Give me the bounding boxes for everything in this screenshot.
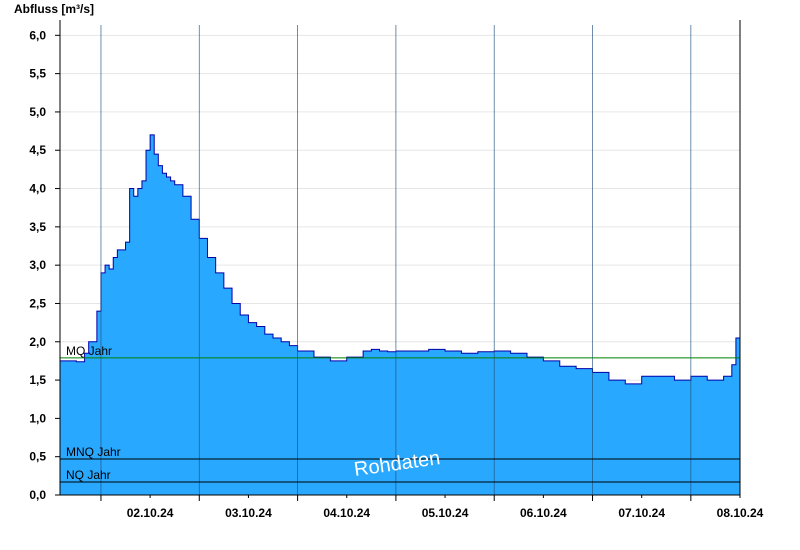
y-tick-label: 5,0 [29, 105, 46, 119]
x-tick-labels: 02.10.24 03.10.24 04.10.24 05.10.24 06.10.24… [100, 495, 764, 520]
axes [59, 20, 741, 496]
y-axis-label: Abfluss [m³/s] [14, 2, 94, 16]
x-tick-label: 06.10.24 [520, 506, 567, 520]
x-tick-label: 03.10.24 [225, 506, 272, 520]
y-tick-label: 3,0 [29, 258, 46, 272]
x-tick-label: 02.10.24 [127, 506, 174, 520]
discharge-area [60, 134, 740, 495]
y-tick-label: 1,5 [29, 373, 46, 387]
reference-line-label: NQ Jahr [66, 468, 111, 482]
reference-lines: MQ Jahr MNQ Jahr NQ Jahr [60, 344, 740, 483]
x-tick-label: 07.10.24 [618, 506, 665, 520]
y-tick-label: 4,5 [29, 143, 46, 157]
y-tick-label: 5,5 [29, 67, 46, 81]
y-tick-label: 6,0 [29, 28, 46, 42]
discharge-line [60, 134, 741, 385]
x-tick-label: 04.10.24 [323, 506, 370, 520]
x-tick-label: 08.10.24 [717, 506, 764, 520]
x-tick-label: 05.10.24 [422, 506, 469, 520]
y-tick-label: 2,0 [29, 335, 46, 349]
reference-line-label: MQ Jahr [66, 344, 112, 358]
reference-line-label: MNQ Jahr [66, 445, 121, 459]
y-tick-labels: 0,0 0,5 1,0 1,5 2,0 2,5 3,0 3,5 4,0 4,5 5,0 5,5 6,0 [29, 28, 60, 502]
y-tick-label: 0,0 [29, 488, 46, 502]
day-separator-lines [100, 25, 692, 495]
y-tick-label: 3,5 [29, 220, 46, 234]
y-tick-label: 1,0 [29, 411, 46, 425]
y-tick-label: 4,0 [29, 182, 46, 196]
area-layer [60, 134, 741, 495]
y-tick-label: 2,5 [29, 296, 46, 310]
y-tick-label: 0,5 [29, 450, 46, 464]
